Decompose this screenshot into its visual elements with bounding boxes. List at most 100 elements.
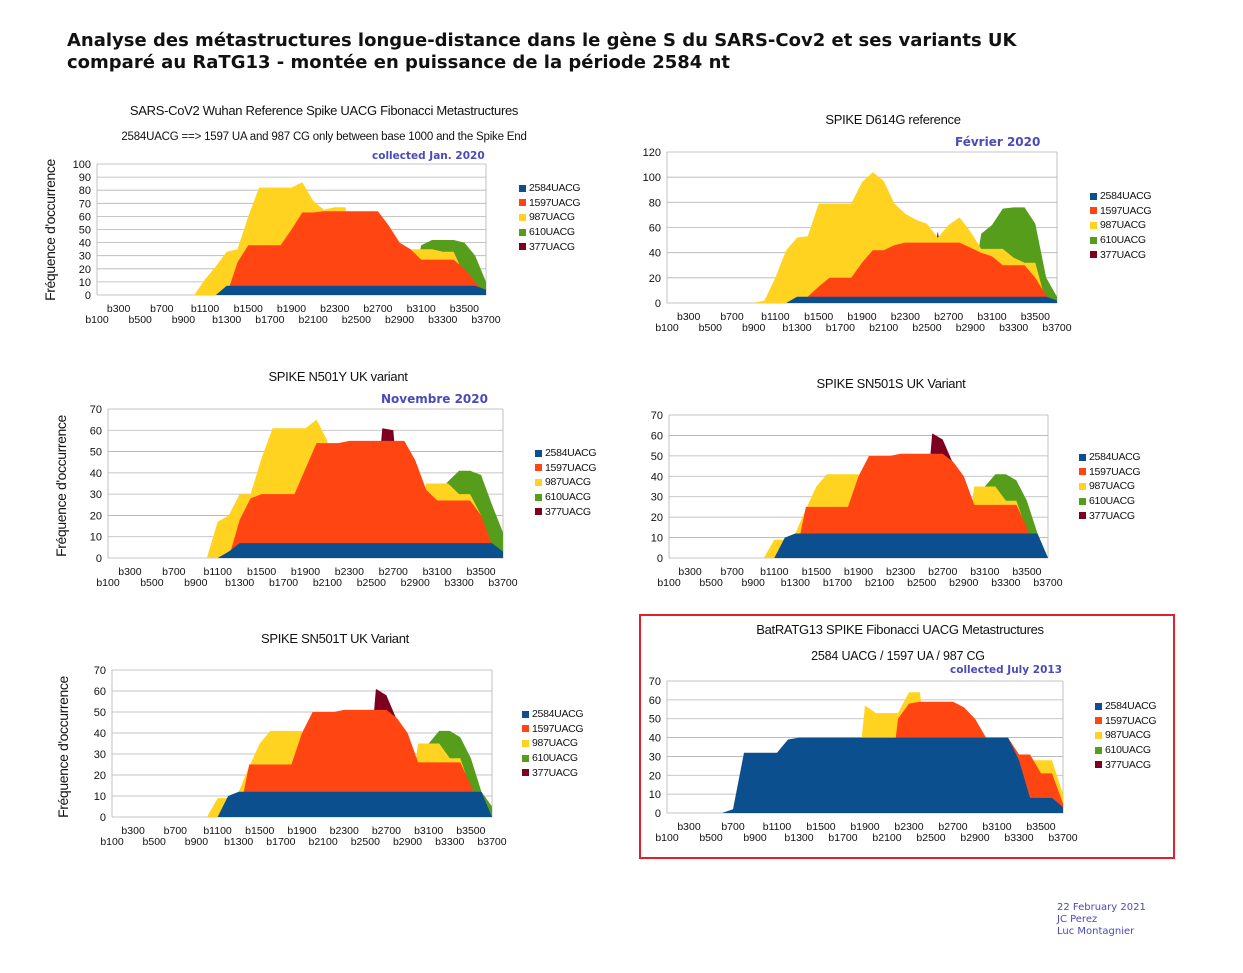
legend-item: 987UACG: [1095, 728, 1156, 743]
x-tick-label: b1700: [823, 577, 852, 589]
x-tick-label: b300: [121, 825, 145, 837]
legend-swatch: [535, 478, 542, 486]
x-tick-label: b1100: [763, 821, 792, 833]
x-tick-label: b3500: [1026, 821, 1055, 833]
x-tick-label: b300: [107, 303, 131, 315]
x-tick-label: b500: [143, 836, 167, 848]
legend-item: 377UACG: [1095, 757, 1156, 772]
x-tick-label: b700: [720, 311, 744, 323]
legend-item: 987UACG: [535, 475, 596, 490]
y-tick-label: 0: [655, 808, 661, 820]
series-area-1597UACG: [112, 709, 492, 817]
x-tick-label: b900: [742, 322, 766, 334]
y-tick-label: 40: [649, 248, 661, 260]
x-tick-label: b3100: [414, 825, 443, 837]
legend-swatch: [1090, 192, 1097, 200]
chart-note: collected Jan. 2020: [372, 150, 485, 162]
x-tick-label: b700: [150, 303, 174, 315]
x-tick-label: b3700: [1033, 577, 1062, 589]
legend-item: 1597UACG: [519, 196, 581, 211]
x-tick-label: b700: [721, 821, 745, 833]
x-tick-label: b2900: [401, 577, 430, 589]
legend-item: 610UACG: [1090, 233, 1151, 248]
legend-item: 1597UACG: [1079, 465, 1141, 480]
legend-item: 2584UACG: [1079, 450, 1141, 465]
legend-item: 1597UACG: [522, 722, 584, 737]
y-tick-label: 60: [651, 430, 663, 442]
y-tick-label: 30: [90, 489, 102, 501]
x-tick-label: b3300: [428, 314, 457, 326]
legend-item: 987UACG: [1079, 479, 1140, 494]
legend-item: 1597UACG: [535, 461, 597, 476]
y-tick-label: 60: [90, 425, 102, 437]
y-tick-label: 20: [651, 512, 663, 524]
x-tick-label: b1900: [291, 566, 320, 578]
legend-swatch: [535, 493, 542, 501]
x-tick-label: b900: [742, 577, 766, 589]
x-tick-label: b1100: [191, 303, 220, 315]
x-tick-label: b100: [85, 314, 109, 326]
x-tick-label: b1100: [203, 825, 232, 837]
chart-note: Février 2020: [955, 135, 1041, 149]
x-tick-label: b700: [164, 825, 188, 837]
legend-item: 377UACG: [519, 239, 580, 254]
y-tick-label: 50: [79, 225, 91, 237]
y-tick-label: 10: [79, 277, 91, 289]
x-tick-label: b900: [743, 832, 767, 844]
legend-swatch: [522, 725, 529, 733]
legend-swatch: [519, 213, 526, 221]
legend-swatch: [1079, 468, 1086, 476]
x-tick-label: b2700: [379, 566, 408, 578]
x-tick-label: b3100: [423, 566, 452, 578]
x-tick-label: b1100: [761, 311, 790, 323]
x-tick-label: b2900: [393, 836, 422, 848]
y-tick-label: 70: [79, 198, 91, 210]
series-area-2584UACG: [667, 737, 1063, 813]
x-tick-label: b300: [677, 821, 701, 833]
x-tick-label: b1700: [255, 314, 284, 326]
y-tick-label: 20: [649, 273, 661, 285]
x-tick-label: b1900: [844, 566, 873, 578]
y-tick-label: 100: [73, 159, 91, 171]
y-tick-label: 40: [649, 733, 661, 745]
chart-legend: 2584UACG 1597UACG 987UACG 610UACG 377UAC…: [535, 446, 597, 519]
legend-item: 2584UACG: [535, 446, 597, 461]
y-tick-label: 30: [649, 751, 661, 763]
y-tick-label: 70: [651, 410, 663, 422]
y-tick-label: 120: [643, 147, 661, 159]
x-tick-label: b3500: [1021, 311, 1050, 323]
chart-subtitle: 2584 UACG / 1597 UA / 987 CG: [811, 649, 985, 663]
x-tick-label: b1300: [212, 314, 241, 326]
x-tick-label: b2500: [342, 314, 371, 326]
x-tick-label: b2300: [330, 825, 359, 837]
x-tick-label: b1300: [784, 832, 813, 844]
x-tick-label: b2500: [351, 836, 380, 848]
x-tick-label: b3100: [970, 566, 999, 578]
footer: 22 February 2021 JC Perez Luc Montagnier: [1057, 902, 1146, 938]
series-area-2584UACG: [667, 296, 1057, 303]
x-tick-label: b2900: [956, 322, 985, 334]
x-tick-label: b2300: [891, 311, 920, 323]
x-tick-label: b2500: [916, 832, 945, 844]
x-tick-label: b900: [172, 314, 196, 326]
x-tick-label: b3100: [982, 821, 1011, 833]
x-tick-label: b3300: [999, 322, 1028, 334]
x-tick-label: b1700: [826, 322, 855, 334]
x-tick-label: b3700: [488, 577, 517, 589]
legend-swatch: [1090, 207, 1097, 215]
x-tick-label: b1500: [234, 303, 263, 315]
legend-swatch: [1079, 497, 1086, 505]
x-tick-label: b3300: [1004, 832, 1033, 844]
y-tick-label: 60: [649, 223, 661, 235]
x-tick-label: b300: [678, 566, 702, 578]
chart-title: SARS-CoV2 Wuhan Reference Spike UACG Fib…: [129, 103, 519, 118]
x-tick-label: b2300: [335, 566, 364, 578]
y-tick-label: 100: [643, 172, 661, 184]
x-tick-label: b1100: [204, 566, 233, 578]
x-tick-label: b1700: [266, 836, 295, 848]
x-tick-label: b2100: [872, 832, 901, 844]
y-tick-label: 70: [649, 676, 661, 688]
x-tick-label: b500: [140, 577, 164, 589]
